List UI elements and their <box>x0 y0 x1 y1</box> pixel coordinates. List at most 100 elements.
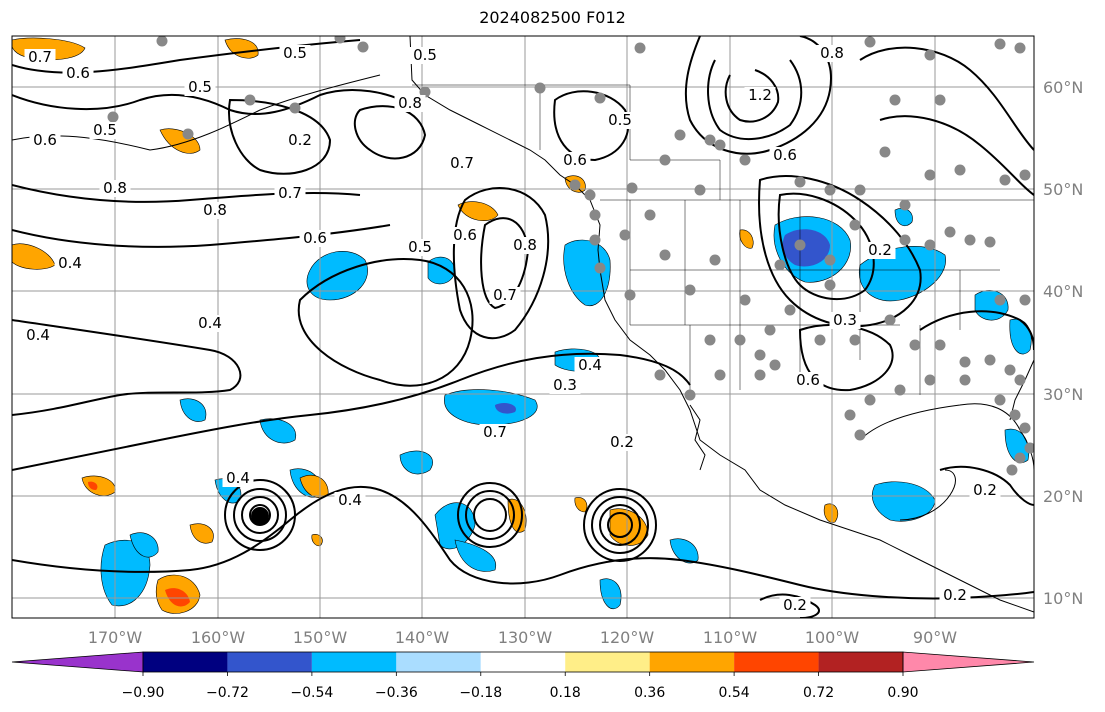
colorbar-segment <box>734 652 819 672</box>
colorbar-segment <box>818 652 903 672</box>
station-marker <box>734 334 746 346</box>
y-tick-label: 10°N <box>1043 589 1083 608</box>
contour-label-bg <box>606 434 638 451</box>
contour-line <box>758 175 922 328</box>
contour-line <box>759 593 820 618</box>
station-marker <box>569 179 581 191</box>
x-tick-label: 110°W <box>703 628 758 647</box>
colorbar-segment <box>143 652 228 672</box>
station-marker <box>899 199 911 211</box>
station-marker <box>954 164 966 176</box>
contour-line <box>707 59 803 141</box>
contour-line <box>12 224 391 248</box>
contour-line <box>724 69 780 123</box>
pos-region <box>739 229 754 249</box>
station-marker <box>704 334 716 346</box>
contour-label: 0.6 <box>796 371 820 389</box>
contour-label-bg <box>446 155 478 172</box>
station-marker <box>244 94 256 106</box>
station-marker <box>619 229 631 241</box>
station-marker <box>994 394 1006 406</box>
y-tick-label: 60°N <box>1043 78 1083 97</box>
map-title: 2024082500 F012 <box>479 8 626 27</box>
contour-label-bg <box>334 492 366 509</box>
station-marker <box>684 284 696 296</box>
station-marker <box>594 92 606 104</box>
station-marker <box>1019 422 1031 434</box>
contour-label-bg <box>939 587 971 604</box>
station-marker <box>934 94 946 106</box>
contour-label: 0.2 <box>288 131 312 149</box>
y-tick-label: 50°N <box>1043 180 1083 199</box>
station-marker <box>714 369 726 381</box>
station-marker <box>794 239 806 251</box>
x-tick-label: 120°W <box>600 628 655 647</box>
contour-label-bg <box>792 372 824 389</box>
contour-label-bg <box>54 255 86 272</box>
station-marker <box>959 374 971 386</box>
contour-label-bg <box>29 132 61 149</box>
contour-label: 0.6 <box>66 64 90 82</box>
contour-label: 0.2 <box>783 596 807 614</box>
contour-label-bg <box>199 202 231 219</box>
station-marker <box>1024 442 1034 454</box>
x-axis-ticks: 170°W 160°W 150°W 140°W 130°W 120°W 110°W 100°W… <box>88 628 957 647</box>
contour-label-bg <box>279 45 311 62</box>
contour-label: 0.8 <box>398 94 422 112</box>
contour-label-bg <box>549 377 581 394</box>
contour-label: 0.5 <box>413 46 437 64</box>
contour-label-bg <box>284 132 316 149</box>
station-marker <box>156 36 168 47</box>
colorbar-tick-label: 0.72 <box>803 685 834 701</box>
colorbar-tick-label: −0.18 <box>459 685 502 701</box>
x-tick-label: 160°W <box>191 628 246 647</box>
contour-line <box>12 485 1034 600</box>
contour-label-bg <box>299 230 331 247</box>
coastline <box>409 36 1034 613</box>
station-marker <box>824 184 836 196</box>
contour-label: 1.2 <box>748 86 772 104</box>
station-marker <box>924 239 936 251</box>
contour-line <box>553 90 630 162</box>
contour-ring <box>241 496 279 534</box>
contour-label-bg <box>479 424 511 441</box>
station-marker <box>999 174 1011 186</box>
station-marker <box>924 49 936 61</box>
contour-label: 0.7 <box>493 286 517 304</box>
station-marker <box>709 254 721 266</box>
contour-label: 0.3 <box>553 376 577 394</box>
contour-label: 0.7 <box>278 184 302 202</box>
coastline <box>689 404 706 471</box>
station-marker <box>1004 364 1016 376</box>
contour-label-bg <box>222 470 254 487</box>
x-tick-label: 90°W <box>913 628 957 647</box>
station-marker <box>769 359 781 371</box>
contour-label: 0.4 <box>58 254 82 272</box>
contour-label: 0.6 <box>453 226 477 244</box>
colorbar-tick-label: −0.72 <box>206 685 249 701</box>
contour-label: 0.5 <box>408 238 432 256</box>
station-marker <box>849 334 861 346</box>
contour-label: 0.8 <box>513 236 537 254</box>
colorbar-tick-label: 0.90 <box>887 685 918 701</box>
contour-label-bg <box>99 180 131 197</box>
contour-label-bg <box>816 45 848 62</box>
contour-label: 0.8 <box>203 201 227 219</box>
colorbar-tick-label: −0.90 <box>122 685 165 701</box>
colorbar-segment <box>480 652 566 672</box>
neg-region <box>179 398 207 422</box>
border <box>629 200 691 400</box>
station-marker <box>964 234 976 246</box>
station-marker <box>654 369 666 381</box>
contour-label-bg <box>89 122 121 139</box>
border <box>412 84 721 200</box>
colorbar <box>11 651 1035 673</box>
station-marker <box>289 102 301 114</box>
station-marker <box>1014 452 1026 464</box>
station-marker <box>924 169 936 181</box>
station-marker <box>659 249 671 261</box>
contour-label: 0.5 <box>188 78 212 96</box>
contour-label-bg <box>449 227 481 244</box>
colorbar-tick-label: −0.54 <box>290 685 333 701</box>
contour-ring <box>599 504 641 546</box>
